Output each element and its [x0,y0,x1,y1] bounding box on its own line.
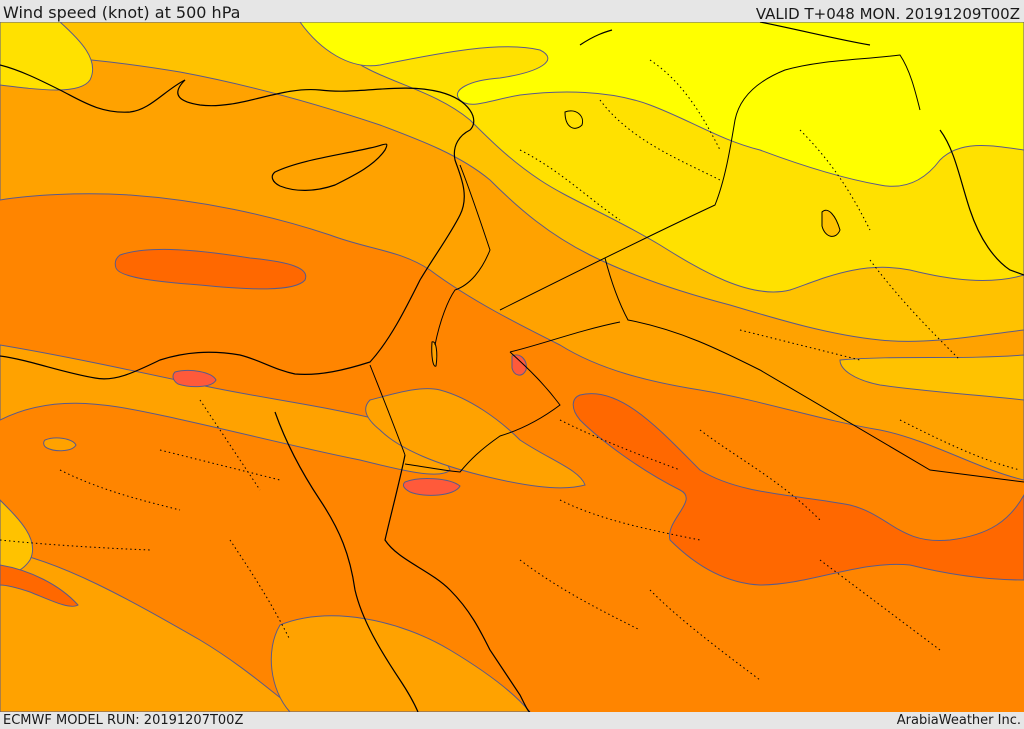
header-bar: Wind speed (knot) at 500 hPa VALID T+048… [0,0,1024,23]
core-west [114,248,307,290]
spot-1 [172,369,217,388]
province-borders [0,59,1021,681]
spot-2 [402,478,461,496]
band-south-weak-2 [270,615,531,712]
border-levant [434,164,491,346]
coast-red-sea-east [384,454,531,712]
border-jordan [404,321,621,473]
credit-label: ArabiaWeather Inc. [896,713,1021,728]
spot-4 [43,437,77,452]
coast-gulf [939,129,1024,276]
coast-cyprus [271,143,388,191]
band-3-east [839,354,1024,401]
footer-bar: ECMWF MODEL RUN: 20191207T00Z ArabiaWeat… [0,712,1024,729]
border-iraq [499,54,921,311]
band-low [299,22,1024,187]
coast-black-sea [579,22,871,46]
map-canvas [0,22,1024,712]
coast-mediterranean [0,79,475,380]
border-saudi-north [604,257,1024,483]
lake-east [821,209,841,237]
map-title: Wind speed (knot) at 500 hPa [3,3,241,22]
spot-3 [511,354,527,376]
model-run-label: ECMWF MODEL RUN: 20191207T00Z [3,713,244,728]
border-egypt [369,364,406,456]
wind-speed-map [0,22,1024,712]
coast-red-sea-west [274,411,419,712]
lake-tuz [564,110,584,129]
coast-aegean [0,64,186,113]
core-southwest [0,564,79,607]
band-mid-orange [365,388,586,489]
valid-time-label: VALID T+048 MON. 20191209T00Z [755,5,1020,23]
